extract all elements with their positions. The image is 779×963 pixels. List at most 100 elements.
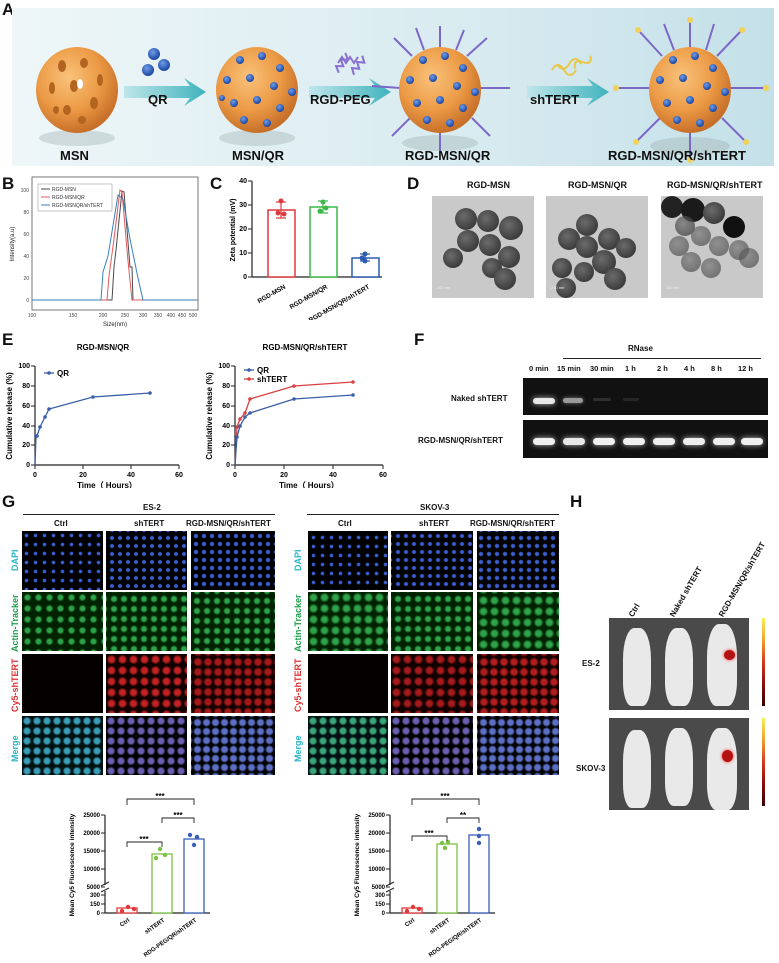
row-label-actin-tracker: Actin-Tracker [10,594,20,652]
row-label-dapi: DAPI [293,549,303,571]
lane-label-0-min: 0 min [529,364,549,373]
y-tick: 0 [382,911,386,917]
col-label-shtert: shTERT [134,519,165,528]
x-tick: 100 [28,313,37,319]
x-tick: 20 [79,472,87,479]
schematic-background [12,8,774,166]
bar-rdg-peg-qr-shtert [468,834,490,914]
tem-image-rgd-msn-qr: 200 nm [546,196,648,298]
x-tick: RDG-PEG/QR/shTERT [143,918,198,959]
panel-label-d: D [407,174,420,193]
bar-rgd-msn-qr [309,206,338,278]
tem-title-rgd-msn-qr: RGD-MSN/QR [568,180,627,190]
stage-label-msn: MSN [60,148,89,163]
col-label-shtert: shTERT [419,519,450,528]
y-tick: 60 [22,403,30,410]
y-tick: 40 [239,178,247,185]
y-tick: 30 [239,202,247,209]
color-scale-bar-es-2 [762,618,765,706]
x-tick: 20 [280,472,288,479]
panel-label-b: B [2,174,15,193]
panel-label-a: A [2,0,15,19]
tumor-signal [724,650,735,660]
x-tick: 250 [121,313,130,319]
size-distribution-chart: RGD-MSN RGD-MSN/QR RGD-MSNQR/shTERT 0 20… [10,176,199,327]
y-tick: 25000 [368,813,385,819]
x-tick: 350 [154,313,163,319]
y-axis-label: Mean Cy5 Fluorescence intensity [69,813,76,916]
color-scale-bar-skov-3 [762,718,765,806]
legend-rgd-msnqr-shtert: RGD-MSNQR/shTERT [52,203,103,209]
sig-ctrl-vs-shtert: *** [424,829,434,838]
cell-line-skov-3: SKOV-3 [420,503,450,512]
bar-rdg-peg-qr-shtert [183,838,205,914]
stage-label-msn-qr: MSN/QR [232,148,284,163]
fluor-es2-shtert-dapi [106,531,187,590]
tem-image-rgd-msn: 200 nm [432,196,534,298]
sig-ctrl-vs-rdg: *** [440,792,450,801]
gel-rgd-msn-qr-shtert [523,420,768,458]
y-tick: 20000 [83,831,100,837]
legend-shtret: shTERT [257,375,287,384]
legend-rgd-msn-qr: RGD-MSN/QR [52,195,85,201]
x-axis-label: Time（ Hours） [77,480,137,488]
x-tick: 60 [379,472,387,479]
y-tick: 100 [218,363,230,370]
x-tick: 60 [175,472,183,479]
series-shtret [234,381,354,466]
fluor-skov3-rgd-actin [477,592,559,651]
y-tick: 300 [90,893,101,899]
y-tick: 15000 [368,849,385,855]
row-label-actin-tracker: Actin-Tracker [293,594,303,652]
y-tick: 40 [23,254,29,260]
lane-label-4-h: 4 h [684,364,695,373]
lane-label-15-min: 15 min [557,364,581,373]
cy5-intensity-chart-es2: 0 150 300 5000 10000 15000 20000 25000 Mean … [69,792,210,959]
panel-label-g: G [2,492,16,511]
scale-bar: 200 nm [437,285,451,290]
x-tick: 150 [69,313,78,319]
rnase-line [563,358,761,359]
sig-ctrl-vs-rdg: *** [155,792,165,801]
fluor-es2-ctrl-cy5 [22,654,103,713]
sig-shtert-vs-rdg: ** [460,811,467,820]
col-label-naked-shtert: Naked shTERT [668,565,705,619]
fluor-es2-ctrl-actin [22,592,103,651]
x-tick: 40 [127,472,135,479]
row-label-rgd-msn-qr-shtert: RGD-MSN/QR/shTERT [418,436,503,445]
x-tick: shTERT [144,918,166,936]
lane-label-2-h: 2 h [657,364,668,373]
series-qr [234,394,354,466]
col-label-rgd-msn-qr-shtert: RGD-MSN/QR/shTERT [186,519,271,528]
legend-qr: QR [57,369,69,378]
y-tick: 10000 [83,867,100,873]
y-tick: 20 [22,442,30,449]
y-tick: 20 [222,442,230,449]
y-tick: 10000 [368,867,385,873]
y-axis-label: Cumulative release (%) [205,372,214,460]
fluor-skov3-ctrl-cy5 [308,654,388,713]
x-axis-label: Size(nm) [103,322,127,327]
y-tick: 20 [23,276,29,282]
fluor-skov3-ctrl-merge [308,716,388,775]
x-tick: 400 [167,313,176,319]
y-tick: 15000 [83,849,100,855]
ivis-image-skov-3 [609,718,749,810]
y-tick: 0 [26,298,29,304]
x-tick: 40 [329,472,337,479]
series-rgd-msn-qr [32,188,198,301]
synthesis-schematic [36,17,769,163]
y-tick: 80 [23,210,29,216]
scale-bar: 200 nm [551,285,565,290]
rnase-header: RNase [628,344,653,353]
y-tick: 0 [226,462,230,469]
arrow-label-qr: QR [148,92,168,107]
arrow-label-rgd-peg: RGD-PEG [310,92,371,107]
row-label-es-2: ES-2 [582,659,600,668]
fluor-skov3-ctrl-dapi [308,531,388,590]
fluor-skov3-shtert-merge [391,716,473,775]
sig-ctrl-vs-shtert: *** [139,835,149,844]
y-tick: 100 [18,363,30,370]
y-tick: 0 [243,274,247,281]
fluor-es2-shtert-cy5 [106,654,187,713]
